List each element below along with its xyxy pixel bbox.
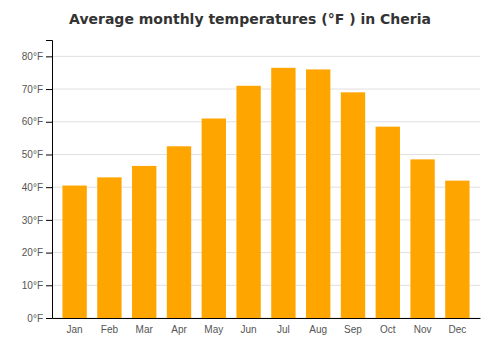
x-tick: Apr xyxy=(171,318,187,335)
y-tick-label: 20°F xyxy=(22,247,43,258)
x-tick: Sep xyxy=(344,318,362,335)
x-tick: Dec xyxy=(448,318,466,335)
y-tick-mark xyxy=(46,154,52,155)
y-tick: 70°F xyxy=(22,84,52,95)
x-tick-label: May xyxy=(204,324,223,335)
x-tick-label: Nov xyxy=(414,324,432,335)
bar xyxy=(132,166,156,318)
bar xyxy=(97,177,121,318)
x-tick-label: Jan xyxy=(67,324,83,335)
x-tick: Feb xyxy=(101,318,119,335)
y-tick-mark xyxy=(46,253,52,254)
y-tick-label: 40°F xyxy=(22,182,43,193)
x-tick-label: Apr xyxy=(171,324,187,335)
y-tick-mark xyxy=(46,187,52,188)
y-tick-label: 0°F xyxy=(27,313,43,324)
y-tick-label: 50°F xyxy=(22,149,43,160)
x-tick-label: Jun xyxy=(241,324,257,335)
x-tick-label: Dec xyxy=(448,324,466,335)
y-tick: 10°F xyxy=(22,280,52,291)
x-axis: Jan Feb Mar Apr May Jun Jul Aug Sep Oct Nov Dec xyxy=(53,318,481,335)
grid-line xyxy=(52,154,480,155)
x-tick: Jan xyxy=(67,318,83,335)
y-tick-mark xyxy=(46,122,52,123)
y-tick-label: 10°F xyxy=(22,280,43,291)
y-tick: 20°F xyxy=(22,247,52,258)
y-tick-label: 30°F xyxy=(22,215,43,226)
bar xyxy=(410,159,434,318)
bar xyxy=(167,146,191,318)
title: Average monthly temperatures (°F ) in Ch… xyxy=(69,11,431,27)
y-tick: 40°F xyxy=(22,182,52,193)
x-tick-label: Oct xyxy=(380,324,396,335)
y-tick-label: 60°F xyxy=(22,116,43,127)
x-tick: Oct xyxy=(380,318,396,335)
bar xyxy=(445,181,469,318)
y-tick: 60°F xyxy=(22,116,52,127)
bar xyxy=(341,92,365,318)
x-tick-label: Mar xyxy=(136,324,154,335)
x-tick-label: Jul xyxy=(277,324,290,335)
y-axis: 0°F 10°F 20°F 30°F 40°F 50°F 60°F 70°F 80°F xyxy=(22,41,53,324)
x-tick: May xyxy=(204,318,223,335)
bars xyxy=(62,68,469,318)
x-tick: Mar xyxy=(136,318,154,335)
bar xyxy=(62,186,86,318)
y-tick-mark xyxy=(46,318,52,319)
x-tick: Jul xyxy=(277,318,290,335)
grid-line xyxy=(52,89,480,90)
y-tick: 0°F xyxy=(27,313,52,324)
y-tick-label: 70°F xyxy=(22,84,43,95)
y-tick-mark xyxy=(46,220,52,221)
y-tick-mark xyxy=(46,56,52,57)
grid-line xyxy=(52,121,480,122)
y-tick-mark xyxy=(46,285,52,286)
grid-line xyxy=(52,56,480,57)
y-tick: 30°F xyxy=(22,215,52,226)
bar xyxy=(271,68,295,318)
bar xyxy=(376,127,400,318)
x-axis-line xyxy=(53,318,481,319)
y-tick: 80°F xyxy=(22,51,52,62)
chart: 0°F 10°F 20°F 30°F 40°F 50°F 60°F 70°F 80°F Jan Fe… xyxy=(0,0,500,350)
x-tick-label: Feb xyxy=(101,324,119,335)
y-tick-label: 80°F xyxy=(22,51,43,62)
y-tick-mark xyxy=(46,89,52,90)
grid xyxy=(52,56,480,318)
plot: 0°F 10°F 20°F 30°F 40°F 50°F 60°F 70°F 80°F Jan Fe… xyxy=(22,41,481,336)
x-tick: Aug xyxy=(309,318,327,335)
y-axis-line xyxy=(46,41,53,319)
x-tick-label: Aug xyxy=(309,324,327,335)
bar xyxy=(306,69,330,318)
bar xyxy=(236,86,260,318)
y-tick: 50°F xyxy=(22,149,52,160)
bar xyxy=(202,118,226,318)
x-tick-label: Sep xyxy=(344,324,362,335)
x-tick: Nov xyxy=(414,318,432,335)
x-tick: Jun xyxy=(241,318,257,335)
